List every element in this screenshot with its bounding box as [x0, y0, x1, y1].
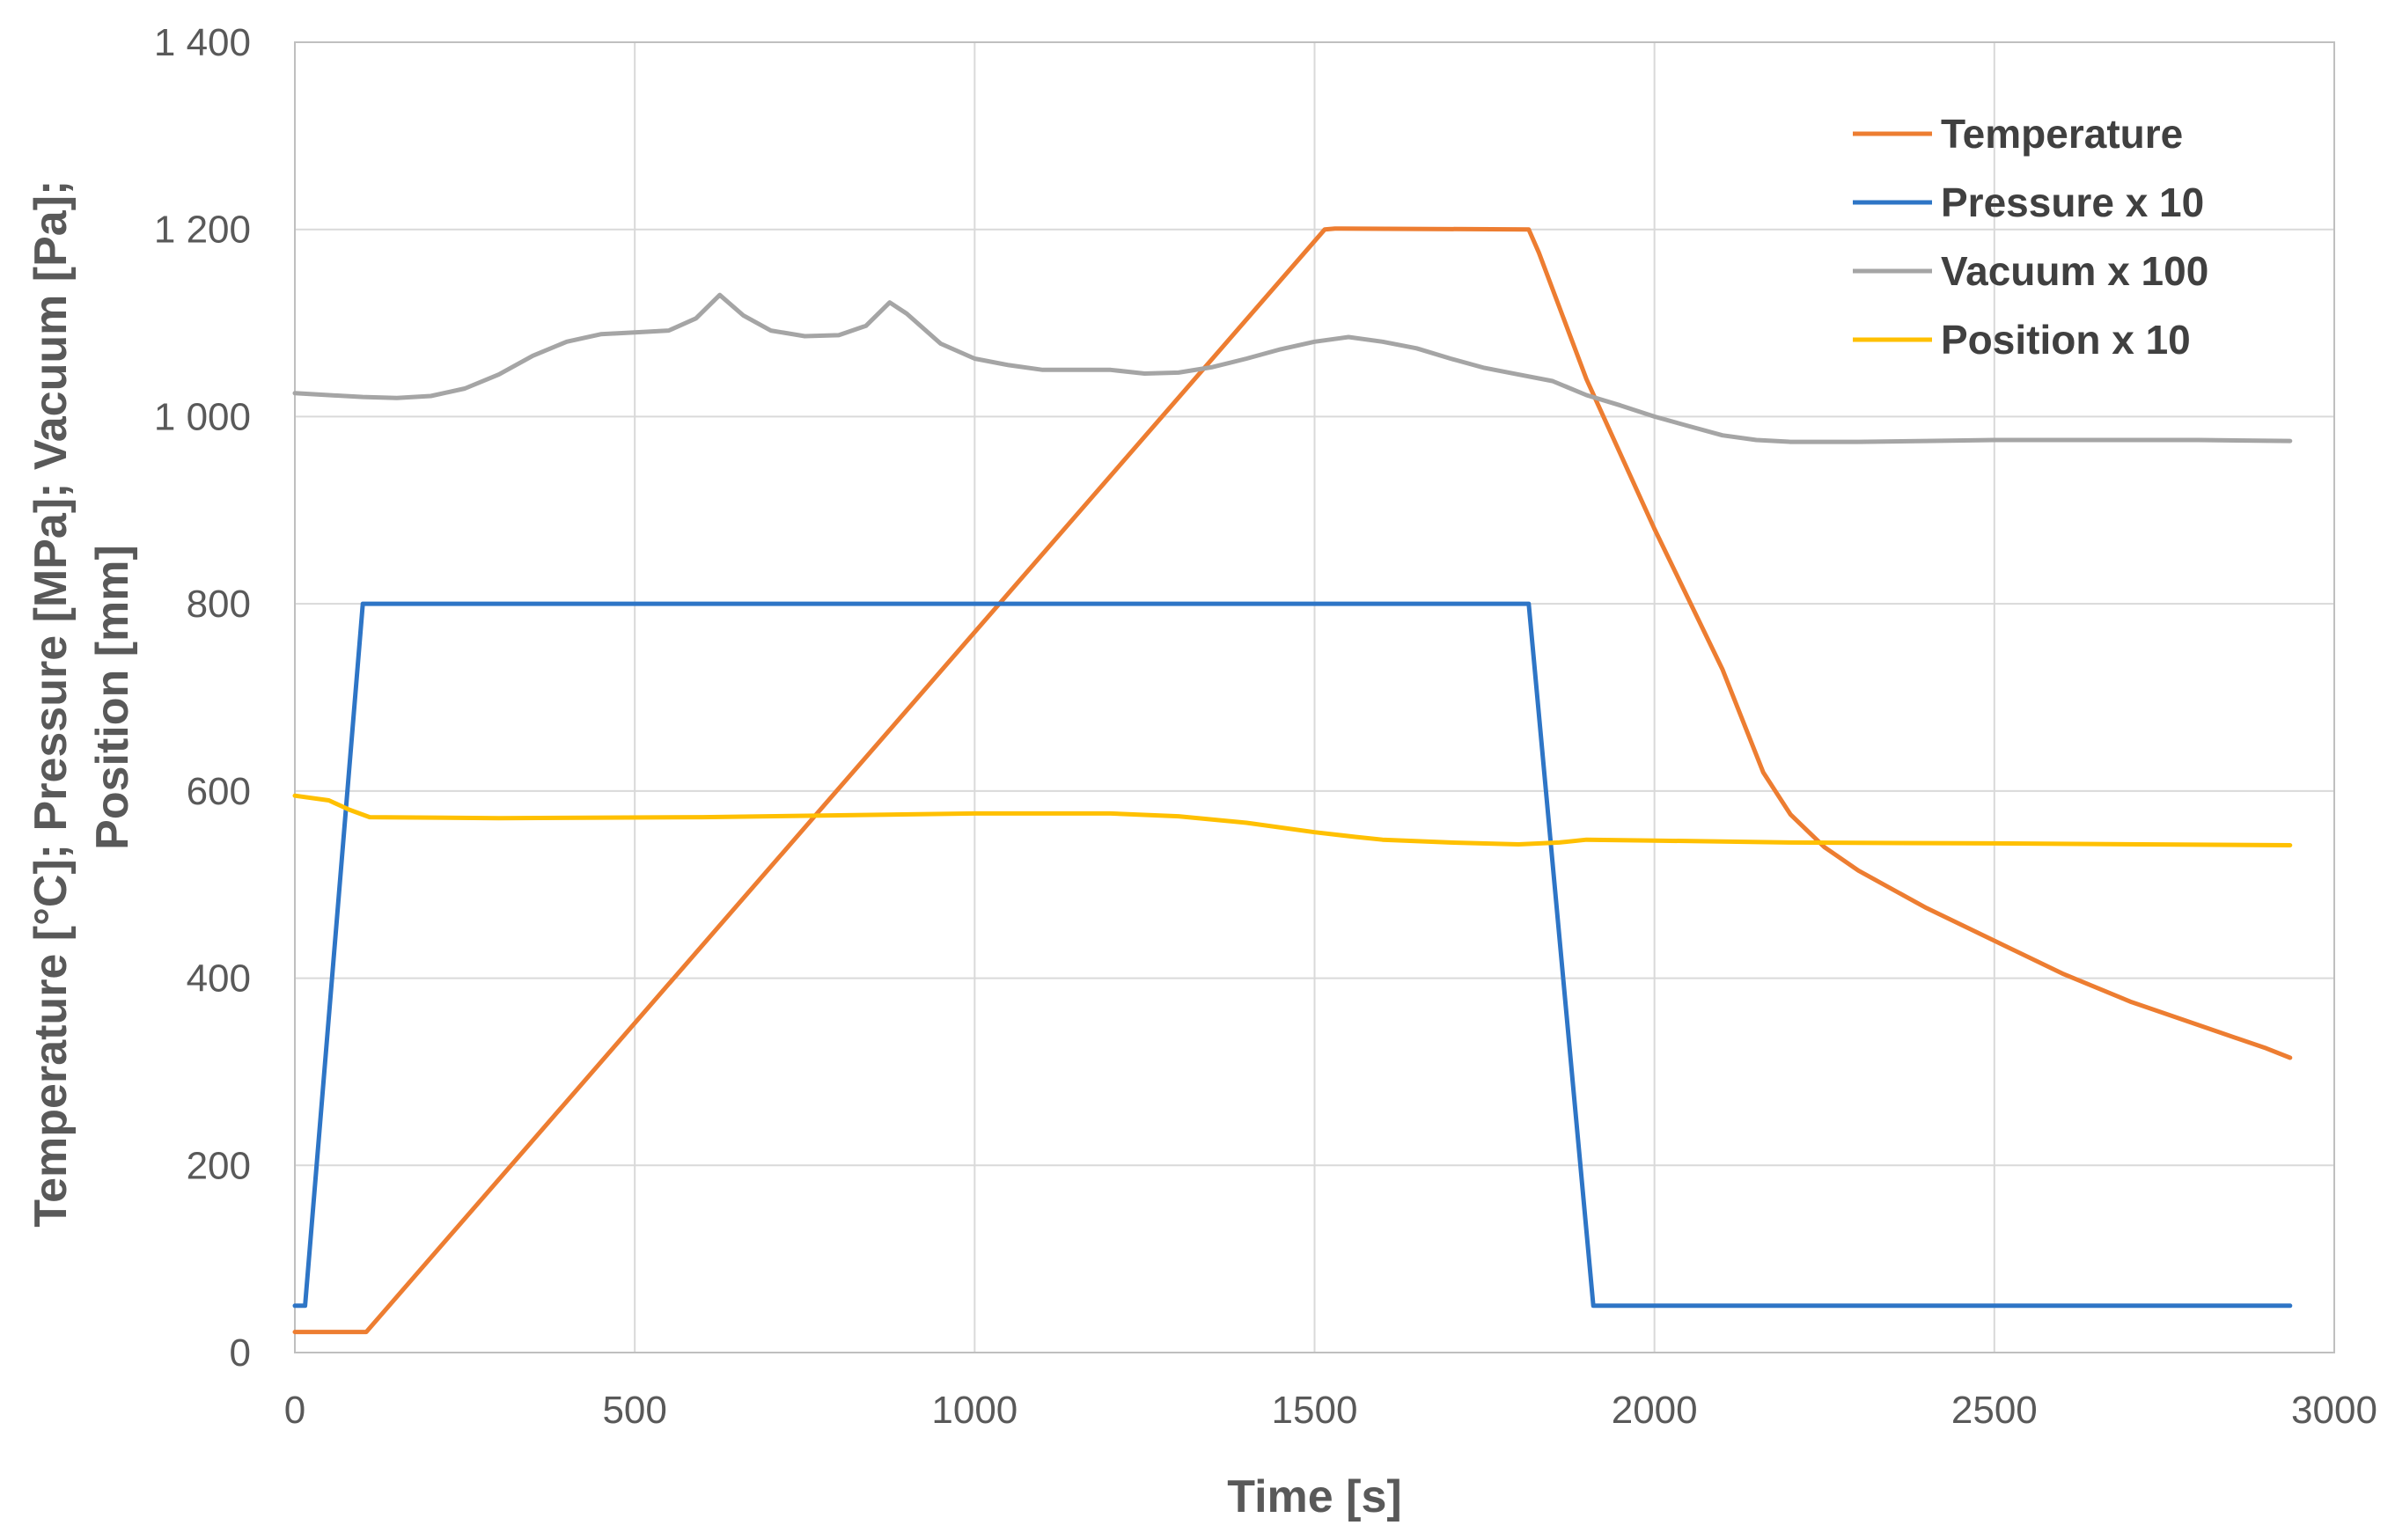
y-axis-title: Temperature [°C]; Pressure [MPa]; Vacuum… [26, 167, 138, 1228]
legend-label: Vacuum x 100 [1941, 248, 2208, 294]
y-axis-title-line-2: Position [mm] [87, 545, 138, 850]
series-line [292, 292, 2293, 444]
series-layer [292, 226, 2293, 1335]
legend-label: Position x 10 [1941, 317, 2191, 363]
x-tick-label: 500 [602, 1389, 666, 1432]
y-tick-label: 600 [187, 770, 251, 813]
x-tick-label: 3000 [2291, 1389, 2377, 1432]
legend: Temperature Pressure x 10 Vacuum x 100 Posi… [1853, 111, 2208, 363]
y-axis-title-line-1: Temperature [°C]; Pressure [MPa]; Vacuum… [26, 180, 77, 1228]
y-tick-label: 400 [187, 957, 251, 1001]
y-tick-label: 1 200 [154, 209, 251, 252]
y-tick-label: 200 [187, 1144, 251, 1187]
x-tick-label: 1000 [931, 1389, 1018, 1432]
y-axis-tick-labels: 0 200 400 600 800 1 000 1 200 1 400 [154, 21, 251, 1375]
plot-area-frame [294, 41, 2335, 1353]
x-tick-label: 0 [284, 1389, 305, 1432]
x-axis-title: Time [s] [1227, 1471, 1401, 1522]
y-tick-label: 1 000 [154, 395, 251, 438]
series-line [292, 601, 2293, 1309]
series-line [292, 226, 2293, 1335]
legend-label: Pressure x 10 [1941, 180, 2204, 225]
legend-label: Temperature [1941, 111, 2183, 157]
y-tick-label: 1 400 [154, 21, 251, 64]
y-tick-label: 0 [230, 1331, 251, 1375]
x-tick-label: 1500 [1272, 1389, 1358, 1432]
x-tick-label: 2000 [1612, 1389, 1698, 1432]
series-line [292, 793, 2293, 847]
x-axis-tick-labels: 0 500 1000 1500 2000 2500 3000 [284, 1389, 2377, 1432]
x-tick-label: 2500 [1951, 1389, 2038, 1432]
y-tick-label: 800 [187, 583, 251, 626]
